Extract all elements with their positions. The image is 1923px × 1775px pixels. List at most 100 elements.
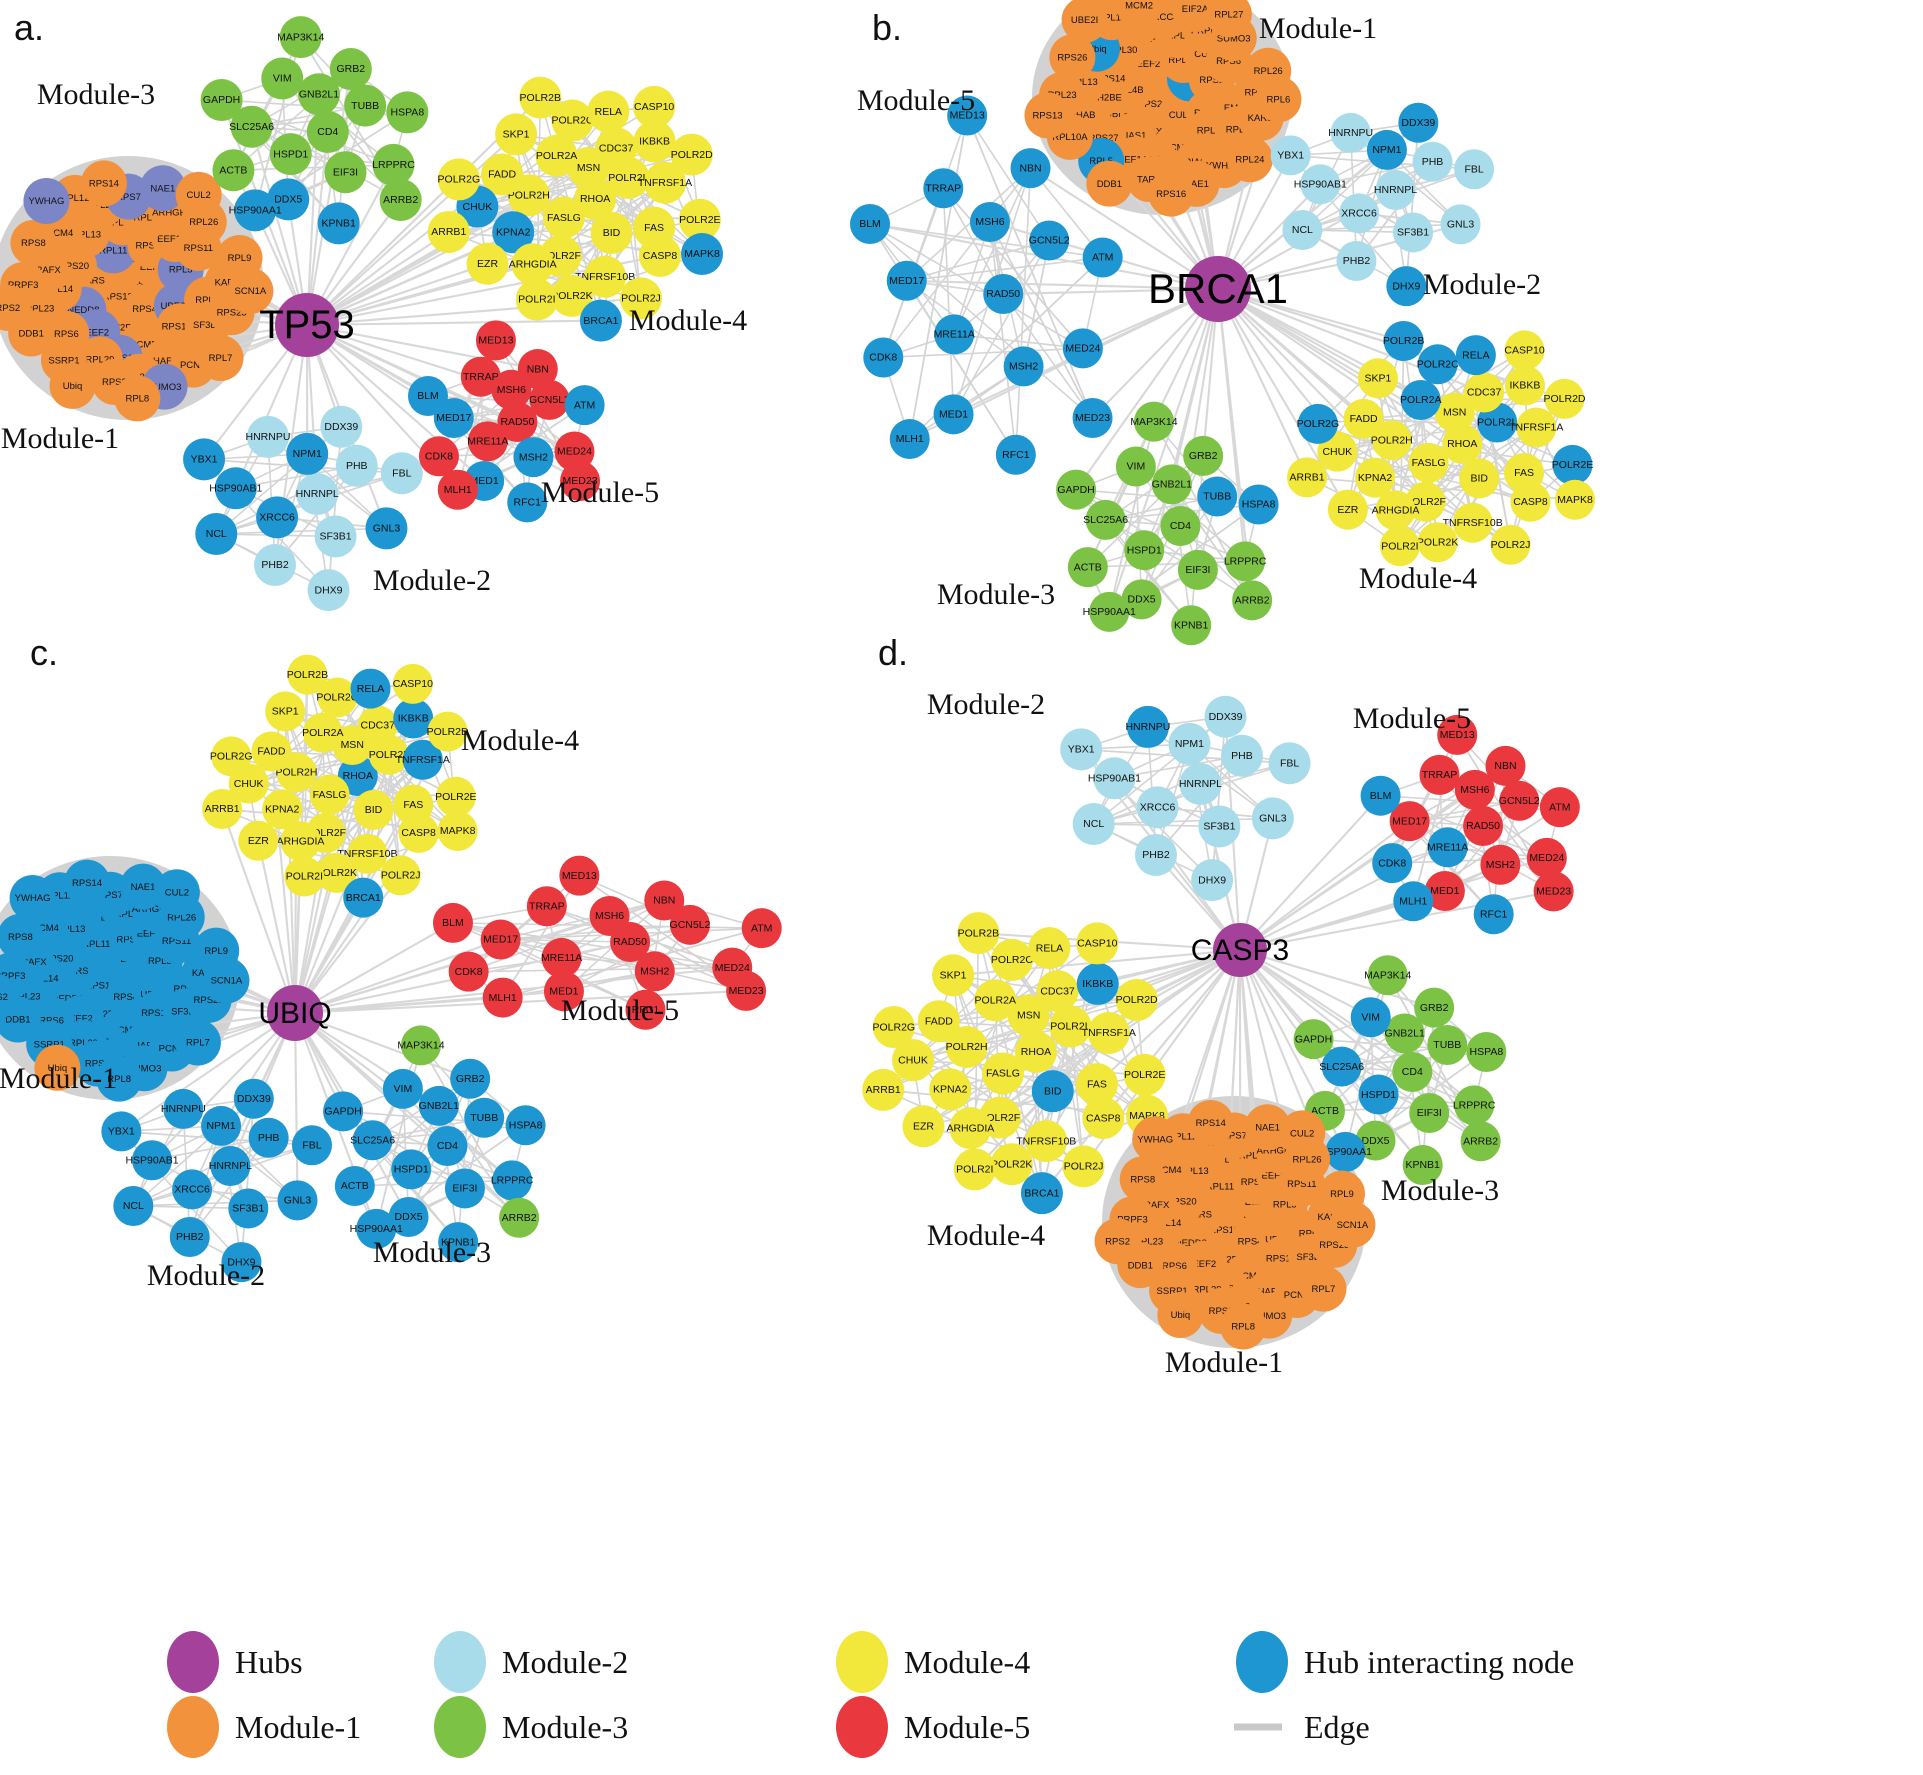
node-EIF3I[interactable] (324, 151, 367, 194)
node-BRCA1[interactable] (343, 877, 384, 918)
node-DHX9[interactable] (1386, 266, 1427, 307)
node-MSH6[interactable] (969, 201, 1010, 242)
node-NBN[interactable] (1010, 148, 1051, 189)
node-POLR2K[interactable] (1417, 522, 1458, 563)
node-POLR2C[interactable] (551, 99, 594, 142)
node-MED23[interactable] (1072, 397, 1113, 438)
node-POLR2G[interactable] (1297, 403, 1338, 444)
node-RHOA[interactable] (1442, 424, 1483, 464)
node-POLR2A[interactable] (1400, 379, 1441, 420)
node-LRPPRC[interactable] (1454, 1085, 1495, 1126)
node-RPL7[interactable] (1300, 1265, 1347, 1312)
node-POLR2G[interactable] (872, 1006, 915, 1049)
node-FAS[interactable] (1075, 1063, 1118, 1106)
node-CUL2[interactable] (153, 869, 200, 916)
node-HSP90AA1[interactable] (1325, 1131, 1366, 1172)
node-PHB2[interactable] (1134, 833, 1177, 876)
node-HSPD1[interactable] (1124, 530, 1165, 571)
node-CDK8[interactable] (448, 951, 489, 992)
node-MSN[interactable] (1007, 994, 1050, 1037)
node-Ubiq[interactable] (49, 362, 96, 409)
node-NAE1[interactable] (139, 165, 186, 212)
node-EIF3I[interactable] (444, 1168, 485, 1209)
node-CASP10[interactable] (1504, 330, 1545, 371)
node-GCN5L2[interactable] (669, 904, 710, 945)
node-MLH1[interactable] (889, 419, 930, 460)
node-Ubiq[interactable] (1157, 1292, 1204, 1339)
node-ATM[interactable] (1082, 237, 1123, 278)
node-FADD[interactable] (481, 153, 524, 196)
node-MED23[interactable] (560, 461, 601, 502)
node-HSPA8[interactable] (386, 91, 429, 134)
node-MRE11A[interactable] (467, 421, 508, 462)
node-MRE11A[interactable] (934, 314, 975, 355)
node-GNL3[interactable] (277, 1180, 318, 1221)
node-NCL[interactable] (1072, 802, 1115, 845)
node-GRB2[interactable] (1414, 987, 1455, 1028)
node-DDX5[interactable] (388, 1196, 429, 1237)
node-NCL[interactable] (1282, 209, 1323, 250)
node-POLR2D[interactable] (1544, 378, 1585, 419)
node-ARRB2[interactable] (1232, 580, 1273, 621)
node-GRB2[interactable] (329, 48, 372, 91)
node-XRCC6[interactable] (256, 496, 299, 539)
node-GNL3[interactable] (1440, 204, 1481, 245)
node-POLR2L[interactable] (1477, 402, 1518, 443)
node-RFC1[interactable] (1473, 894, 1514, 935)
node-NPM1[interactable] (1366, 129, 1407, 170)
node-MSN[interactable] (1434, 392, 1475, 433)
node-NAE1[interactable] (119, 863, 166, 910)
node-SKP1[interactable] (265, 691, 306, 732)
node-POLR2D[interactable] (427, 711, 468, 752)
node-SF3B1[interactable] (1198, 805, 1241, 848)
node-POLR2I[interactable] (515, 278, 558, 321)
node-HNRNPU[interactable] (1126, 705, 1169, 748)
node-BID[interactable] (590, 211, 633, 254)
node-RELA[interactable] (587, 90, 630, 133)
node-DDX39[interactable] (320, 405, 363, 448)
node-HSP90AB1[interactable] (214, 467, 257, 510)
node-POLR2A[interactable] (974, 979, 1017, 1022)
node-MLH1[interactable] (437, 469, 478, 510)
node-DDX5[interactable] (1355, 1120, 1396, 1161)
node-HSPA8[interactable] (505, 1105, 546, 1146)
node-PHB2[interactable] (1336, 240, 1377, 281)
node-MED24[interactable] (1062, 328, 1103, 369)
node-FASLG[interactable] (981, 1052, 1024, 1095)
node-MAP3K14[interactable] (400, 1025, 441, 1066)
node-RELA[interactable] (1455, 335, 1496, 376)
node-POLR2I[interactable] (284, 856, 325, 897)
node-CD4[interactable] (427, 1126, 468, 1166)
node-TRRAP[interactable] (526, 886, 567, 927)
node-NPM1[interactable] (286, 432, 329, 475)
node-PHB[interactable] (248, 1117, 289, 1158)
node-RPS8[interactable] (1119, 1156, 1166, 1203)
node-SCN1A[interactable] (1329, 1201, 1376, 1248)
node-MSH2[interactable] (1003, 346, 1044, 387)
node-POLR2J[interactable] (1062, 1145, 1105, 1188)
node-BID[interactable] (1031, 1070, 1074, 1113)
node-POLR2K[interactable] (316, 852, 357, 893)
node-KPNA2[interactable] (1355, 457, 1396, 498)
node-DDX39[interactable] (1398, 102, 1439, 143)
node-MED13[interactable] (475, 320, 516, 361)
node-MAPK8[interactable] (437, 810, 478, 851)
node-VIM[interactable] (1350, 997, 1391, 1038)
node-DDB1[interactable] (1086, 160, 1133, 207)
node-ARHGDIA[interactable] (949, 1107, 992, 1150)
node-GAPDH[interactable] (323, 1091, 364, 1132)
node-CDC37[interactable] (1464, 372, 1505, 413)
node-LRPPRC[interactable] (1225, 541, 1266, 582)
node-HSPD1[interactable] (391, 1149, 432, 1190)
node-POLR2B[interactable] (957, 912, 1000, 955)
node-HSPA8[interactable] (1238, 484, 1279, 525)
node-POLR2H[interactable] (1371, 420, 1412, 461)
node-MED24[interactable] (554, 431, 595, 472)
node-RPL8[interactable] (1220, 1303, 1267, 1350)
node-TUBB[interactable] (1197, 476, 1238, 517)
node-POLR2J[interactable] (380, 855, 421, 896)
node-SCN1A[interactable] (227, 268, 274, 315)
node-ACTB[interactable] (334, 1165, 375, 1206)
node-HNRNPU[interactable] (1330, 112, 1371, 153)
node-EIF2A[interactable] (1171, 0, 1218, 32)
